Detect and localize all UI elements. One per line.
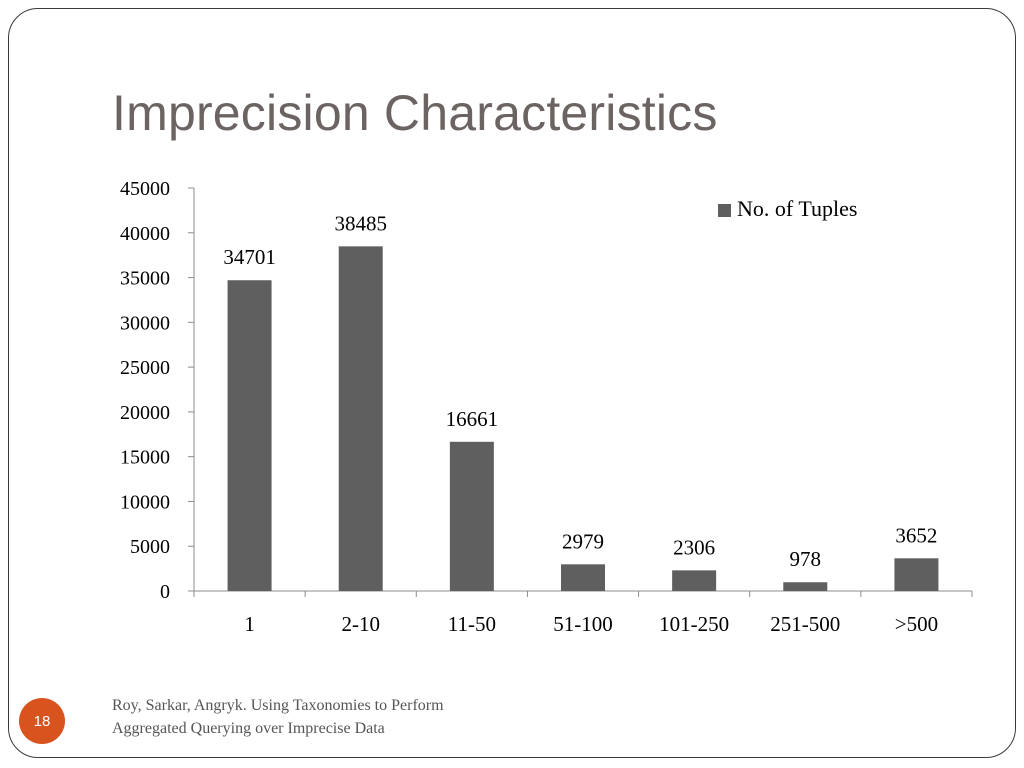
bar-101-250 <box>672 570 717 591</box>
slide-title: Imprecision Characteristics <box>112 85 718 141</box>
legend-swatch <box>718 204 731 217</box>
x-tick-label: 101-250 <box>659 612 729 636</box>
data-label: 38485 <box>334 211 387 235</box>
y-tick-label: 10000 <box>120 491 170 513</box>
slide-frame <box>8 8 1016 758</box>
slide-number-badge: 18 <box>19 698 65 744</box>
x-tick-label: 251-500 <box>770 612 840 636</box>
data-label: 978 <box>790 547 822 571</box>
slide-number: 18 <box>33 712 51 730</box>
y-tick-label: 35000 <box>120 268 170 290</box>
bar->500 <box>894 558 939 591</box>
x-tick-label: 2-10 <box>341 612 380 636</box>
footer-citation: Roy, Sarkar, Angryk. Using Taxonomies to… <box>112 694 444 740</box>
y-tick-label: 30000 <box>120 312 170 334</box>
x-tick-label: 51-100 <box>553 612 613 636</box>
data-label: 34701 <box>223 245 276 269</box>
y-tick-label: 25000 <box>120 357 170 379</box>
bar-1 <box>227 280 272 591</box>
bar-251-500 <box>783 582 828 591</box>
bar-11-50 <box>449 441 494 591</box>
x-tick-label: 1 <box>244 612 255 636</box>
x-tick-label: 11-50 <box>448 612 496 636</box>
footer-line-2: Aggregated Querying over Imprecise Data <box>112 720 385 737</box>
data-label: 16661 <box>446 407 499 431</box>
bar-51-100 <box>561 564 605 591</box>
y-tick-label: 40000 <box>120 223 170 245</box>
y-tick-label: 45000 <box>120 178 170 200</box>
data-label: 2979 <box>562 529 604 553</box>
footer-line-1: Roy, Sarkar, Angryk. Using Taxonomies to… <box>112 697 444 714</box>
y-tick-label: 20000 <box>120 402 170 424</box>
bar-2-10 <box>338 246 383 591</box>
x-tick-label: >500 <box>895 612 938 636</box>
y-tick-label: 0 <box>160 581 170 603</box>
data-label: 2306 <box>673 535 715 559</box>
data-label: 3652 <box>895 523 937 547</box>
y-tick-label: 15000 <box>120 447 170 469</box>
y-tick-label: 5000 <box>130 536 170 558</box>
legend-label: No. of Tuples <box>737 196 857 221</box>
